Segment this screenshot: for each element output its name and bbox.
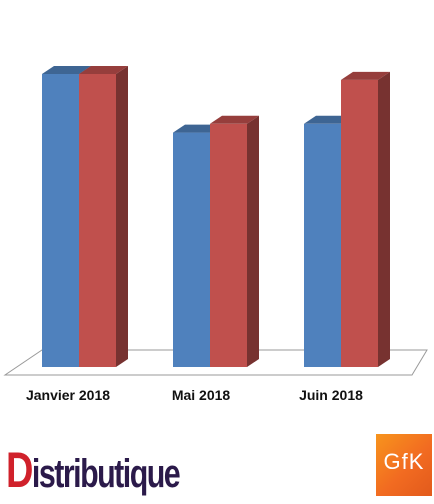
bar-top (304, 115, 353, 124)
bar-top (173, 124, 222, 133)
bar-side (116, 66, 128, 367)
bar-front (304, 123, 341, 367)
bar-top (341, 71, 390, 80)
bar-front (42, 74, 79, 367)
chart: Janvier 2018 Mai 2018 Juin 2018 (3, 66, 428, 400)
bar-side (247, 115, 259, 367)
gfk-logo: GfK (376, 434, 432, 496)
bar-top (79, 66, 128, 74)
category-labels: Janvier 2018 Mai 2018 Juin 2018 (26, 387, 363, 400)
category-label: Janvier 2018 (26, 387, 110, 400)
bar-front (173, 132, 210, 367)
bar-front (341, 79, 378, 368)
bar-series2-janvier-2018 (79, 66, 128, 367)
category-label: Juin 2018 (299, 387, 363, 400)
bar-front (79, 74, 116, 367)
bar-series2-juin-2018 (341, 71, 390, 368)
category-label: Mai 2018 (172, 387, 231, 400)
bar-top (210, 115, 259, 124)
distributique-logo-text: istributique (31, 452, 181, 496)
distributique-logo-initial: D (6, 442, 33, 498)
distributique-logo: Distributique (6, 440, 181, 500)
bars (42, 66, 390, 368)
bar-side (378, 71, 390, 368)
bar-series2-mai-2018 (210, 115, 259, 367)
bar-front (210, 123, 247, 367)
gfk-logo-text: GfK (383, 449, 425, 474)
bar-top (42, 66, 91, 74)
